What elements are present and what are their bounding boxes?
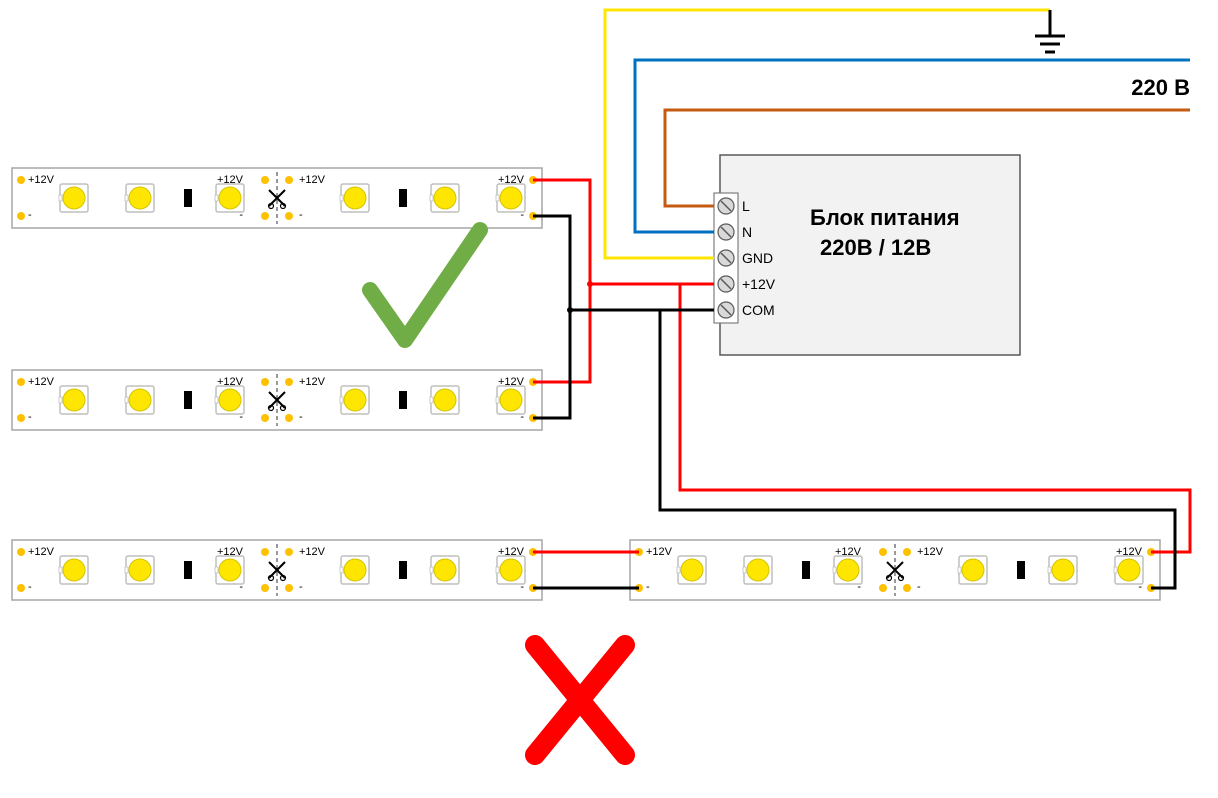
svg-text:-: - xyxy=(1138,581,1142,593)
strip-pos-label: +12V xyxy=(28,174,55,186)
psu-subtitle: 220В / 12В xyxy=(820,235,931,260)
svg-text:-: - xyxy=(917,581,921,593)
svg-text:-: - xyxy=(239,581,243,593)
svg-text:+12V: +12V xyxy=(217,376,244,388)
svg-text:-: - xyxy=(520,209,524,221)
svg-text:-: - xyxy=(239,209,243,221)
svg-text:+12V: +12V xyxy=(498,376,525,388)
svg-text:-: - xyxy=(857,581,861,593)
psu-terminal-label: +12V xyxy=(742,276,776,292)
strip-neg-label: - xyxy=(28,209,32,221)
strip-pos-label: +12V xyxy=(646,546,673,558)
svg-text:+12V: +12V xyxy=(299,174,326,186)
mains-label: 220 В xyxy=(1131,75,1190,100)
psu-terminal-label: N xyxy=(742,224,752,240)
svg-text:+12V: +12V xyxy=(1116,546,1143,558)
strip-neg-label: - xyxy=(28,581,32,593)
svg-text:+12V: +12V xyxy=(217,174,244,186)
svg-text:+12V: +12V xyxy=(299,546,326,558)
strip-pos-label: +12V xyxy=(28,376,55,388)
svg-text:+12V: +12V xyxy=(498,546,525,558)
strip-neg-label: - xyxy=(646,581,650,593)
svg-text:-: - xyxy=(299,411,303,423)
svg-text:-: - xyxy=(299,209,303,221)
svg-text:+12V: +12V xyxy=(217,546,244,558)
psu-terminal-label: COM xyxy=(742,302,775,318)
svg-text:+12V: +12V xyxy=(917,546,944,558)
psu-title: Блок питания xyxy=(810,205,960,230)
svg-text:+12V: +12V xyxy=(498,174,525,186)
svg-text:+12V: +12V xyxy=(299,376,326,388)
svg-text:-: - xyxy=(520,411,524,423)
strip-pos-label: +12V xyxy=(28,546,55,558)
strip-neg-label: - xyxy=(28,411,32,423)
svg-text:+12V: +12V xyxy=(835,546,862,558)
svg-text:-: - xyxy=(520,581,524,593)
svg-text:-: - xyxy=(239,411,243,423)
psu-terminal-label: GND xyxy=(742,250,773,266)
psu-terminal-label: L xyxy=(742,198,750,214)
check-icon xyxy=(370,230,480,340)
svg-text:-: - xyxy=(299,581,303,593)
